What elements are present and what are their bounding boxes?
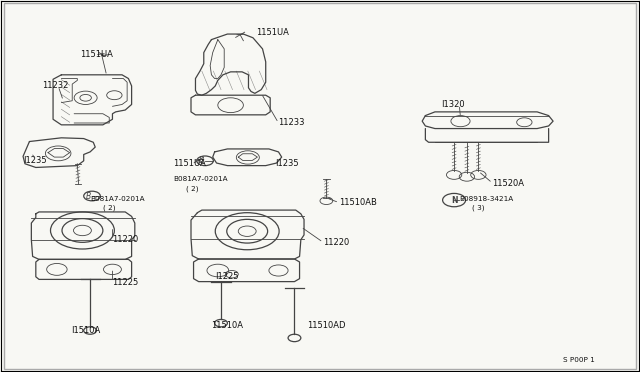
- Text: I1510A: I1510A: [71, 326, 100, 335]
- Text: 11233: 11233: [278, 119, 305, 128]
- Text: 11510A: 11510A: [211, 321, 243, 330]
- Text: I1320: I1320: [442, 100, 465, 109]
- Text: ( 2): ( 2): [103, 205, 115, 212]
- Text: 1151UA: 1151UA: [173, 159, 206, 168]
- Text: B081A7-0201A: B081A7-0201A: [90, 196, 145, 202]
- Text: 11520A: 11520A: [492, 179, 524, 187]
- Text: ( 3): ( 3): [472, 205, 484, 212]
- Text: B08918-3421A: B08918-3421A: [460, 196, 513, 202]
- Text: S P00P 1: S P00P 1: [563, 357, 595, 363]
- Text: I1235: I1235: [275, 158, 299, 167]
- Text: 11510AB: 11510AB: [339, 198, 377, 207]
- Text: B: B: [198, 156, 204, 165]
- Text: I1225: I1225: [214, 272, 238, 281]
- Text: 1151UA: 1151UA: [81, 50, 113, 59]
- Text: 1151UA: 1151UA: [256, 28, 289, 37]
- Text: 11220: 11220: [113, 235, 139, 244]
- Text: 11225: 11225: [113, 278, 139, 287]
- Text: 11510AD: 11510AD: [307, 321, 346, 330]
- Text: ( 2): ( 2): [186, 185, 198, 192]
- Text: B081A7-0201A: B081A7-0201A: [173, 176, 228, 182]
- Text: 11220: 11220: [323, 238, 349, 247]
- Text: B: B: [86, 192, 91, 201]
- Text: 11232: 11232: [42, 81, 68, 90]
- Text: N: N: [451, 196, 458, 205]
- Text: I1235: I1235: [23, 155, 47, 164]
